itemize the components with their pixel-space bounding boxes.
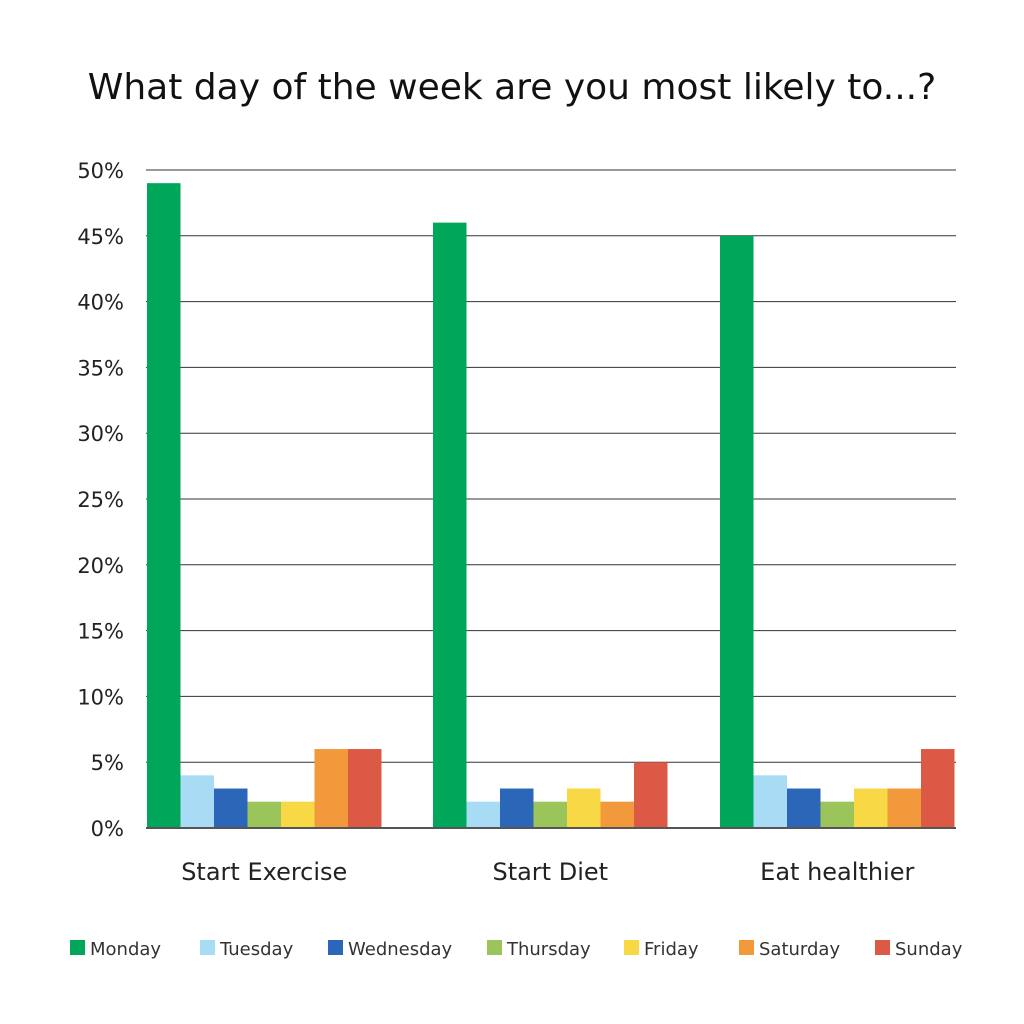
legend-swatch-friday: [624, 940, 639, 955]
category-label: Eat healthier: [760, 858, 914, 886]
y-tick-label: 30%: [77, 422, 124, 446]
bar-tuesday: [466, 801, 500, 828]
y-tick-label: 5%: [91, 751, 124, 775]
bar-monday: [720, 235, 754, 829]
bar-saturday: [314, 749, 348, 828]
bar-thursday: [533, 801, 567, 828]
chart-title: What day of the week are you most likely…: [88, 67, 936, 108]
legend-label-saturday: Saturday: [759, 939, 840, 960]
bar-wednesday: [214, 788, 248, 828]
y-tick-label: 10%: [77, 685, 124, 709]
legend-label-sunday: Sunday: [895, 939, 963, 960]
category-label: Start Diet: [492, 858, 608, 886]
bar-friday: [854, 788, 888, 828]
bar-thursday: [820, 801, 854, 828]
bar-tuesday: [753, 775, 787, 828]
y-tick-label: 45%: [77, 225, 124, 249]
bar-monday: [147, 183, 181, 828]
bar-thursday: [247, 801, 281, 828]
gridlines: [146, 169, 956, 763]
legend-swatch-monday: [70, 940, 85, 955]
legend-swatch-tuesday: [200, 940, 215, 955]
y-tick-label: 15%: [77, 620, 124, 644]
bar-saturday: [600, 801, 634, 828]
bars: [147, 183, 955, 829]
bar-monday: [433, 222, 467, 828]
bar-friday: [281, 801, 315, 828]
legend-label-friday: Friday: [644, 939, 699, 960]
bar-sunday: [921, 749, 955, 828]
y-tick-label: 50%: [77, 159, 124, 183]
bar-tuesday: [180, 775, 214, 828]
legend-label-thursday: Thursday: [506, 939, 591, 960]
legend-label-monday: Monday: [90, 939, 161, 960]
y-tick-label: 40%: [77, 291, 124, 315]
legend-label-wednesday: Wednesday: [348, 939, 453, 960]
bar-wednesday: [500, 788, 534, 828]
y-tick-label: 20%: [77, 554, 124, 578]
legend-swatch-thursday: [487, 940, 502, 955]
bar-sunday: [634, 762, 668, 828]
bar-friday: [567, 788, 601, 828]
legend-swatch-sunday: [875, 940, 890, 955]
legend-label-tuesday: Tuesday: [219, 939, 294, 960]
y-tick-label: 0%: [91, 817, 124, 841]
y-tick-label: 35%: [77, 356, 124, 380]
legend-swatch-saturday: [739, 940, 754, 955]
y-tick-label: 25%: [77, 488, 124, 512]
y-axis-tick-labels: 0% 5% 10% 15% 20% 25% 30% 35% 40% 45% 50%: [77, 159, 124, 841]
legend-swatch-wednesday: [328, 940, 343, 955]
category-label: Start Exercise: [181, 858, 347, 886]
bar-saturday: [887, 788, 921, 828]
bar-sunday: [348, 749, 382, 828]
legend: Monday Tuesday Wednesday Thursday Friday Satu…: [70, 939, 963, 960]
category-labels: Start Exercise Start Diet Eat healthier: [181, 858, 914, 886]
bar-wednesday: [787, 788, 821, 828]
